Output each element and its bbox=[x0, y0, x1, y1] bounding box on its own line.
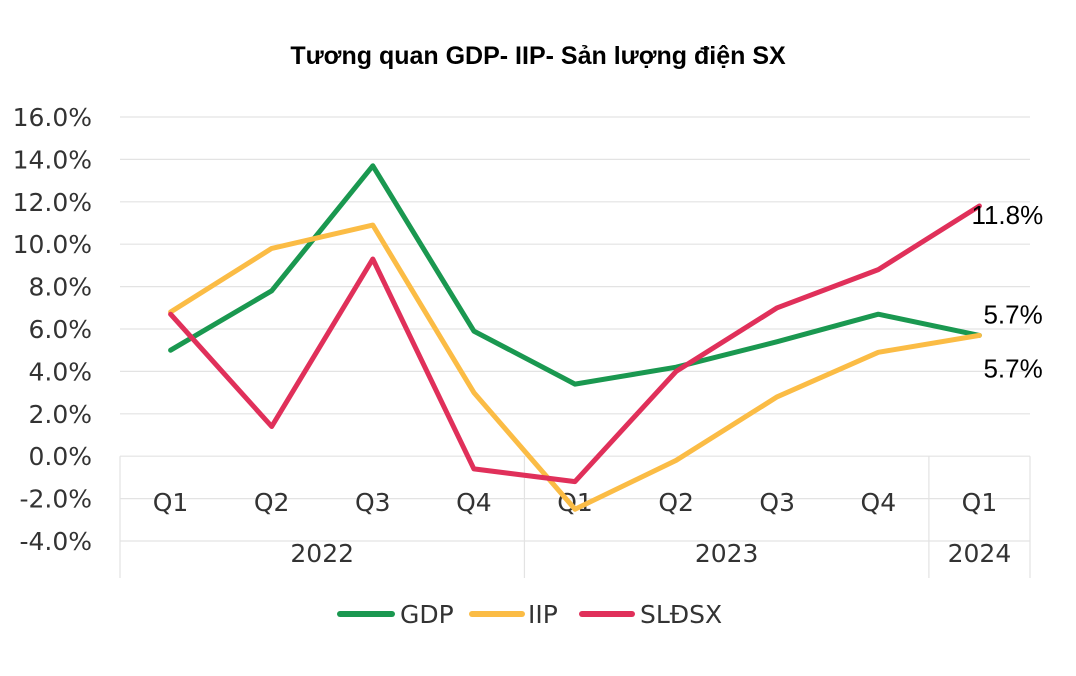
y-tick-label: 6.0% bbox=[28, 315, 92, 344]
chart-title: Tương quan GDP- IIP- Sản lượng điện SX bbox=[290, 42, 786, 70]
legend-label-slds: SLĐSX bbox=[640, 600, 722, 629]
legend-label-iip: IIP bbox=[528, 600, 558, 629]
y-tick-label: 12.0% bbox=[13, 188, 92, 217]
x-tick-label: Q2 bbox=[658, 488, 694, 517]
series-line-gdp bbox=[168, 163, 982, 387]
data-label-iip: 5.7% bbox=[983, 353, 1042, 383]
y-tick-label: 8.0% bbox=[28, 273, 92, 302]
legend-label-gdp: GDP bbox=[400, 600, 454, 629]
series-line-slds bbox=[168, 203, 982, 485]
x-tick-label: Q2 bbox=[254, 488, 290, 517]
x-tick-label: Q4 bbox=[861, 488, 897, 517]
y-tick-label: 16.0% bbox=[13, 103, 92, 132]
y-tick-label: -2.0% bbox=[19, 485, 92, 514]
x-tick-label: Q3 bbox=[355, 488, 391, 517]
y-tick-label: -4.0% bbox=[19, 527, 92, 556]
x-tick-label: Q1 bbox=[962, 488, 998, 517]
data-label-slds: 11.8% bbox=[971, 200, 1043, 230]
y-tick-label: 2.0% bbox=[28, 400, 92, 429]
year-label: 2023 bbox=[695, 539, 759, 568]
x-tick-label: Q1 bbox=[153, 488, 189, 517]
y-tick-label: 0.0% bbox=[28, 442, 92, 471]
x-tick-label: Q3 bbox=[759, 488, 795, 517]
series-line-iip bbox=[168, 222, 982, 512]
y-tick-label: 4.0% bbox=[28, 357, 92, 386]
data-label-gdp: 5.7% bbox=[983, 299, 1042, 329]
year-label: 2024 bbox=[948, 539, 1012, 568]
year-label: 2022 bbox=[290, 539, 354, 568]
y-tick-label: 14.0% bbox=[13, 145, 92, 174]
y-tick-label: 10.0% bbox=[13, 230, 92, 259]
x-tick-label: Q4 bbox=[456, 488, 492, 517]
